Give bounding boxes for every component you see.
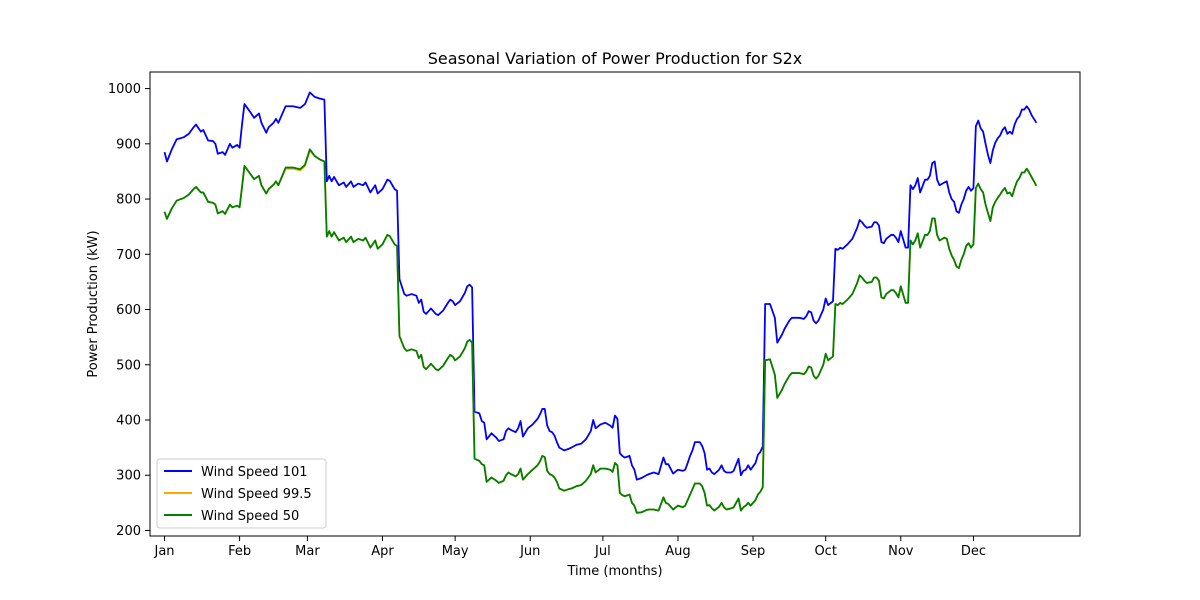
legend-label: Wind Speed 99.5 <box>201 487 312 502</box>
y-tick-label: 200 <box>116 524 141 539</box>
x-axis-label: Time (months) <box>566 564 662 579</box>
legend-label: Wind Speed 101 <box>201 465 308 480</box>
legend: Wind Speed 101 Wind Speed 99.5 Wind Speed … <box>156 458 327 529</box>
series-line-1 <box>163 91 1038 481</box>
x-tick-label: Feb <box>228 544 251 559</box>
plot-area <box>163 91 1038 514</box>
x-tick-label: Aug <box>665 544 690 559</box>
y-axis-label: Power Production (kW) <box>86 230 101 377</box>
x-axis: Jan Feb Mar Apr May Jun Jul Aug Sep Oct Nov Dec <box>154 536 986 559</box>
x-tick-label: May <box>442 544 469 559</box>
x-tick-label: Jun <box>519 544 540 559</box>
series-line-3 <box>163 148 1038 514</box>
y-tick-label: 1000 <box>108 82 141 97</box>
y-tick-label: 800 <box>116 193 141 208</box>
x-tick-label: Oct <box>814 544 836 559</box>
y-tick-label: 900 <box>116 137 141 152</box>
x-tick-label: Jan <box>154 544 175 559</box>
y-axis: 200 300 400 500 600 700 800 900 1000 <box>108 82 150 539</box>
y-tick-label: 500 <box>116 358 141 373</box>
legend-label: Wind Speed 50 <box>201 509 299 524</box>
chart-title: Seasonal Variation of Power Production f… <box>428 49 803 68</box>
y-tick-label: 300 <box>116 469 141 484</box>
plot-frame <box>149 71 1081 537</box>
x-tick-label: Sep <box>741 544 766 559</box>
x-tick-label: Jul <box>594 544 611 559</box>
x-tick-label: Mar <box>295 544 320 559</box>
legend-box <box>156 458 327 529</box>
y-tick-label: 400 <box>116 414 141 429</box>
y-tick-label: 700 <box>116 248 141 263</box>
y-tick-label: 600 <box>116 303 141 318</box>
x-tick-label: Nov <box>888 544 914 559</box>
x-tick-label: Dec <box>961 544 986 559</box>
x-tick-label: Apr <box>371 544 394 559</box>
